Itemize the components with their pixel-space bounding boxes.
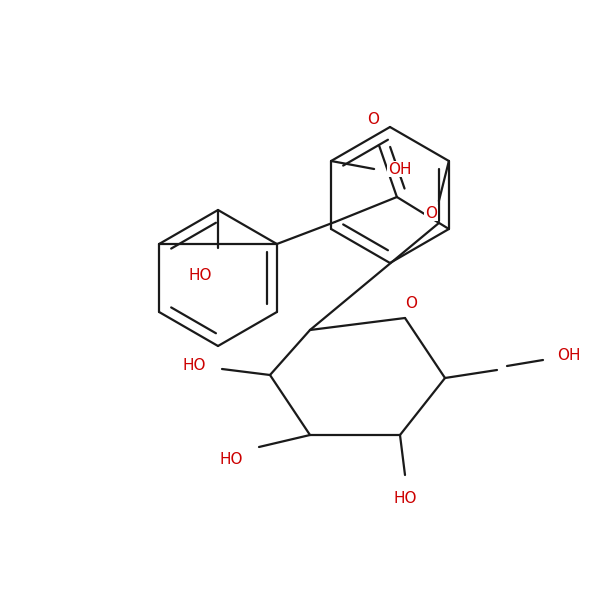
Text: O: O <box>405 296 417 311</box>
Text: O: O <box>367 112 379 127</box>
Text: OH: OH <box>388 161 412 176</box>
Text: HO: HO <box>220 451 243 467</box>
Text: HO: HO <box>393 491 417 506</box>
Text: HO: HO <box>188 268 212 283</box>
Text: OH: OH <box>557 349 581 364</box>
Text: HO: HO <box>182 358 206 373</box>
Text: O: O <box>425 205 437 220</box>
